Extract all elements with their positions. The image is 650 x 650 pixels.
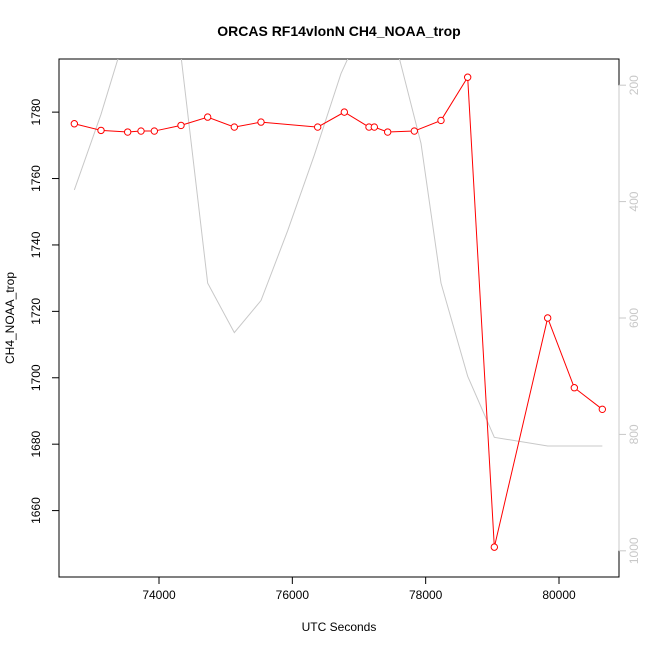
ch4-data-point: [410, 127, 419, 135]
x-tick-label: 76000: [276, 588, 310, 602]
x-tick-label: 80000: [542, 588, 576, 602]
y-tick-label: 1700: [29, 364, 43, 391]
y2-tick-label: 800: [627, 424, 641, 444]
x-axis-label: UTC Seconds: [302, 620, 377, 634]
y2-tick-label: 600: [627, 308, 641, 328]
altitude-series-line: [73, 59, 603, 447]
y-tick-label: 1760: [29, 165, 43, 192]
x-tick-label: 74000: [142, 588, 176, 602]
ch4-data-point: [313, 123, 322, 131]
ch4-data-point: [340, 108, 349, 116]
y2-tick-label: 200: [627, 75, 641, 95]
x-tick-label: 78000: [409, 588, 443, 602]
plot-frame: [58, 58, 620, 578]
ch4-data-point: [70, 120, 79, 128]
ch4-data-point: [203, 113, 212, 121]
series-layer: [70, 59, 607, 551]
ch4-data-point: [137, 127, 145, 135]
ch4-data-point: [570, 384, 579, 392]
y2-axis-right: 200 400 600 800 1000: [618, 75, 641, 564]
ch4-data-point: [383, 128, 392, 136]
ch4-data-point: [543, 314, 552, 322]
y2-tick-label: 1000: [627, 537, 641, 564]
ch4-data-point: [177, 121, 185, 130]
y-axis: 1660 1680 1700 1720 1740 1760 1780: [29, 98, 60, 524]
y-tick-label: 1680: [29, 431, 43, 458]
ch4-data-point: [150, 127, 159, 135]
ch4-data-point: [598, 405, 607, 414]
ch4-data-point: [230, 123, 239, 131]
y-tick-label: 1780: [29, 98, 43, 125]
y2-tick-label: 400: [627, 191, 641, 211]
ch4-series-line: [74, 75, 603, 548]
ch4-data-point: [370, 123, 379, 131]
x-axis: 74000 76000 78000 80000: [142, 576, 576, 602]
chart-title: ORCAS RF14vlonN CH4_NOAA_trop: [217, 23, 460, 39]
ch4-data-point: [123, 128, 132, 136]
y-tick-label: 1660: [29, 497, 43, 524]
ch4-data-point: [463, 73, 472, 81]
y-tick-label: 1720: [29, 298, 43, 325]
y-tick-label: 1740: [29, 231, 43, 258]
ch4-data-point: [257, 118, 265, 126]
y-axis-label: CH4_NOAA_trop: [3, 272, 17, 364]
ch4-data-point: [437, 116, 445, 125]
ch4-data-point: [490, 543, 499, 551]
ch4-data-point: [97, 126, 105, 135]
